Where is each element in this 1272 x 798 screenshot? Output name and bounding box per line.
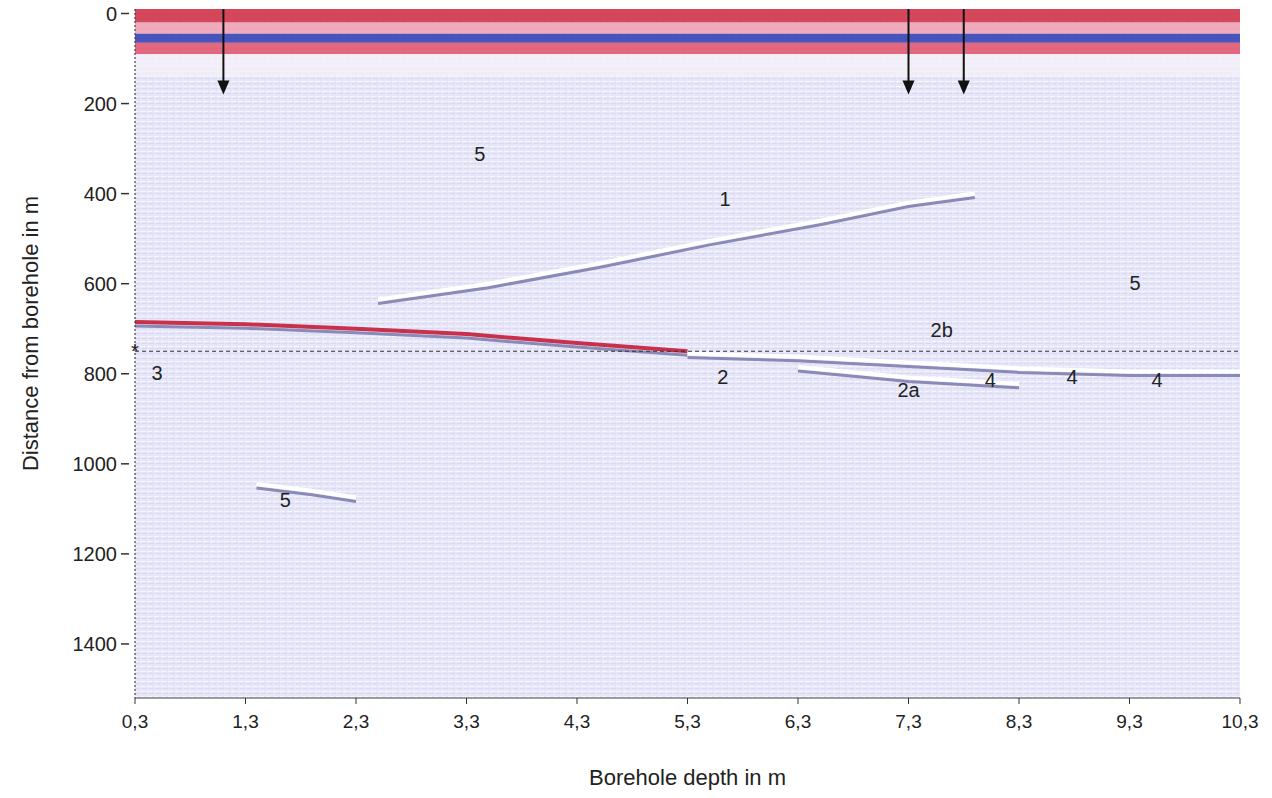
band [135,43,1240,54]
annotation: 4 [1066,366,1077,388]
reflector [135,322,688,351]
y-tick [121,103,129,105]
annotation: * [131,340,139,362]
arrow-head [958,81,970,95]
x-tick [1129,698,1130,704]
annotation: 2 [717,366,728,388]
y-tick-label: 1200 [73,543,118,565]
x-tick-label: 7,3 [895,711,921,732]
y-tick-label: 1000 [73,453,118,475]
x-tick [1240,698,1241,704]
band [135,54,1240,77]
annotation: 2a [897,379,920,401]
y-tick-label: 800 [84,363,117,385]
x-tick-label: 4,3 [564,711,590,732]
x-tick [466,698,467,704]
x-tick-label: 10,3 [1222,711,1259,732]
arrow-head [903,81,915,95]
y-tick-label: 0 [106,3,117,25]
x-tick [908,698,909,704]
plot-marks [135,9,1240,502]
x-tick-label: 5,3 [674,711,700,732]
x-tick-label: 1,3 [232,711,258,732]
y-tick [121,373,129,375]
x-tick-label: 3,3 [453,711,479,732]
x-axis-title: Borehole depth in m [589,765,786,790]
y-tick [121,193,129,195]
arrow [963,9,965,83]
annotation: 5 [474,143,485,165]
annotation: 3 [152,362,163,384]
plot-background [135,9,1240,698]
y-tick-label: 1400 [73,633,118,655]
x-tick-label: 2,3 [343,711,369,732]
x-tick [135,698,136,704]
reflector [378,194,975,300]
x-tick-label: 6,3 [785,711,811,732]
annotation: 4 [985,369,996,391]
band [135,23,1240,34]
x-tick [798,698,799,704]
band [135,34,1240,43]
x-tick-label: 9,3 [1116,711,1142,732]
annotation: 5 [280,489,291,511]
x-tick [1019,698,1020,704]
y-tick [121,283,129,285]
annotation: 4 [1152,369,1163,391]
annotation: 1 [720,188,731,210]
y-tick [121,13,129,15]
x-tick [245,698,246,704]
annotation: 2b [931,319,953,341]
x-tick [577,698,578,704]
reference-line [135,351,1240,352]
arrow [908,9,910,83]
y-tick [121,463,129,465]
y-tick-label: 600 [84,273,117,295]
y-tick-label: 400 [84,183,117,205]
chart: 0 200 400 600 800 1000 1200 1400 0,3 1,3 2,3 3,3 4,3… [0,0,1272,798]
x-tick [356,698,357,704]
band [135,9,1240,23]
y-tick [121,643,129,645]
x-tick-label: 8,3 [1006,711,1032,732]
arrows [217,9,969,95]
x-tick-label: 0,3 [122,711,148,732]
reflector [257,484,357,498]
y-tick [121,553,129,555]
arrow [222,9,224,83]
x-tick [687,698,688,704]
y-axis-title: Distance from borehole in m [18,196,43,471]
y-tick-label: 200 [84,93,117,115]
arrow-head [217,81,229,95]
annotation: 5 [1129,272,1140,294]
